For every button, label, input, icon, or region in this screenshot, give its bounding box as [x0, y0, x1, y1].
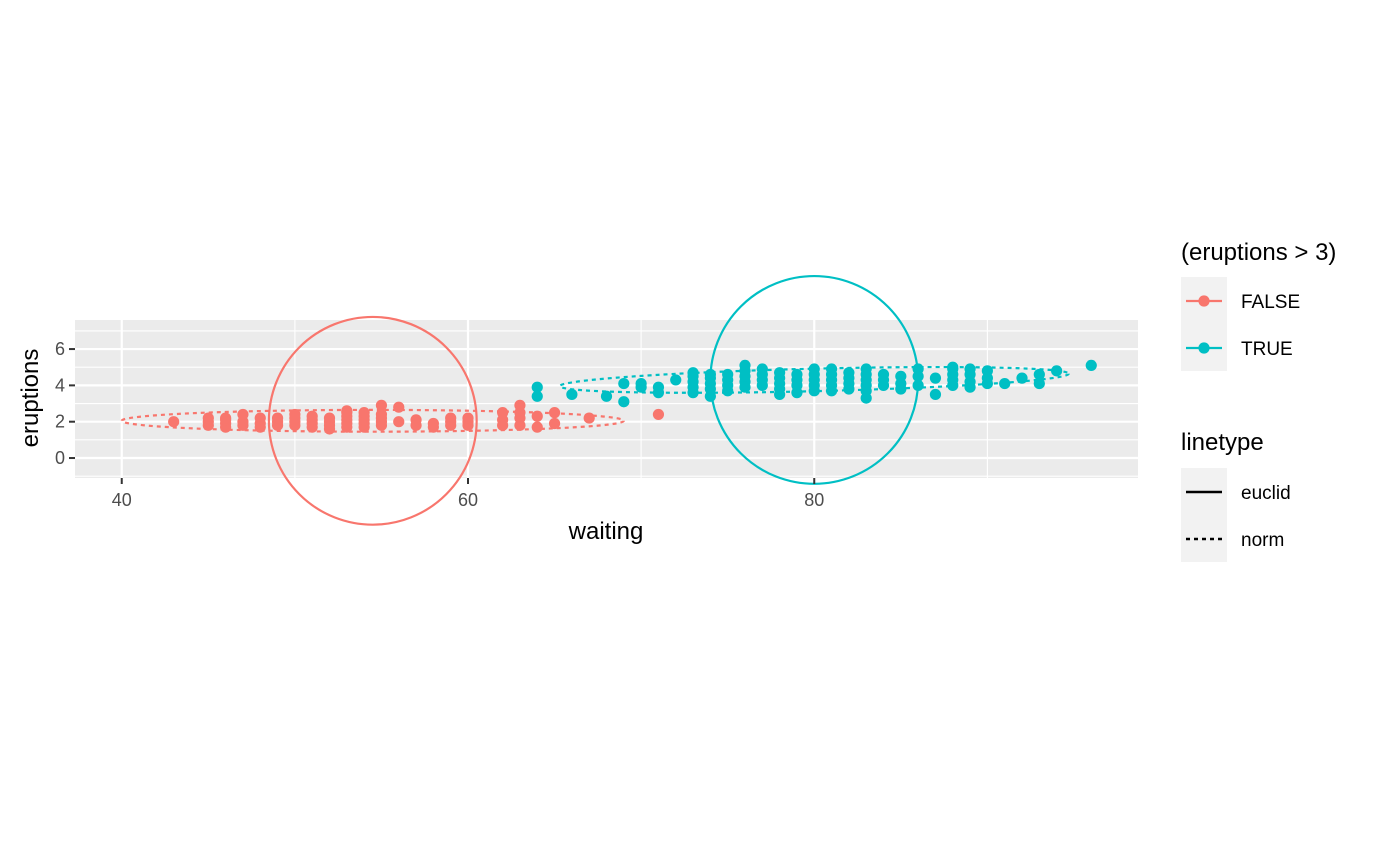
- data-point-true: [999, 377, 1011, 390]
- data-point-true: [1051, 365, 1063, 377]
- data-point-false: [289, 408, 301, 421]
- data-point-false: [583, 412, 595, 424]
- data-point-false: [375, 399, 388, 411]
- linetype-legend: linetype euclid norm: [1181, 429, 1291, 562]
- data-point-true: [531, 390, 543, 402]
- data-point-false: [271, 412, 284, 424]
- colour-legend: (eruptions > 3) FALSE TRUE: [1181, 239, 1336, 371]
- data-point-false: [323, 412, 336, 424]
- data-point-false: [358, 407, 370, 419]
- x-tick-label: 80: [804, 490, 824, 510]
- x-tick-label: 60: [458, 490, 478, 510]
- data-point-true: [964, 363, 976, 375]
- data-point-true: [929, 372, 942, 384]
- data-point-true: [1033, 377, 1045, 390]
- legend-key-point-true: [1198, 342, 1210, 354]
- data-point-true: [756, 363, 768, 375]
- data-point-false: [341, 405, 353, 417]
- euclid-circle-false: [267, 315, 478, 526]
- data-point-true: [808, 363, 820, 375]
- data-point-false: [652, 408, 665, 421]
- data-point-false: [375, 408, 388, 421]
- data-point-false: [168, 416, 180, 428]
- data-point-false: [410, 414, 422, 426]
- point-layer: [168, 359, 1097, 435]
- data-point-false: [220, 412, 232, 424]
- data-point-true: [652, 381, 665, 393]
- data-point-true: [912, 363, 924, 375]
- data-point-false: [548, 407, 561, 419]
- data-point-true: [825, 363, 838, 375]
- y-tick-label: 4: [55, 375, 65, 395]
- data-point-true: [618, 377, 630, 390]
- legend-label-euclid: euclid: [1241, 483, 1291, 504]
- data-point-true: [635, 377, 647, 390]
- legend-label-true: TRUE: [1241, 339, 1293, 360]
- data-point-false: [445, 412, 457, 424]
- data-point-true: [895, 370, 907, 382]
- data-point-true: [600, 390, 613, 402]
- data-point-true: [947, 361, 959, 373]
- y-tick-label: 0: [55, 448, 65, 468]
- data-point-true: [739, 359, 751, 372]
- y-axis-title: eruptions: [17, 349, 44, 448]
- norm-ellipse-false: [120, 408, 625, 433]
- y-tick-label: 6: [55, 339, 65, 359]
- data-point-true: [860, 363, 872, 375]
- data-point-false: [254, 412, 266, 424]
- data-point-false: [462, 412, 474, 424]
- x-tick-label: 40: [112, 490, 132, 510]
- x-axis-title: waiting: [568, 518, 644, 545]
- data-point-true: [791, 368, 803, 381]
- data-point-false: [306, 410, 318, 422]
- data-point-false: [202, 412, 214, 424]
- data-point-true: [929, 388, 942, 401]
- colour-legend-key-background: [1181, 277, 1227, 371]
- data-point-true: [1033, 368, 1045, 381]
- data-point-true: [912, 379, 924, 391]
- data-point-true: [704, 368, 716, 381]
- y-tick-label: 2: [55, 412, 65, 432]
- data-point-false: [531, 410, 543, 422]
- data-point-true: [843, 367, 855, 379]
- legend-label-norm: norm: [1241, 530, 1284, 551]
- data-point-false: [531, 421, 543, 433]
- linetype-legend-title: linetype: [1181, 429, 1264, 456]
- data-point-false: [514, 399, 526, 411]
- data-point-false: [427, 417, 439, 430]
- data-point-true: [531, 381, 543, 393]
- data-point-true: [981, 365, 993, 377]
- legend-label-false: FALSE: [1241, 292, 1300, 313]
- data-point-true: [877, 368, 890, 381]
- data-point-true: [1085, 359, 1097, 372]
- axes: 40 60 80 0 2 4 6: [55, 339, 824, 510]
- data-point-true: [618, 396, 630, 408]
- data-point-true: [687, 367, 699, 379]
- data-point-true: [774, 367, 786, 379]
- data-point-false: [393, 401, 405, 413]
- legend-key-point-false: [1198, 295, 1210, 307]
- data-point-true: [670, 374, 682, 386]
- data-point-false: [548, 417, 561, 430]
- colour-legend-title: (eruptions > 3): [1181, 239, 1336, 266]
- data-point-true: [1016, 372, 1028, 384]
- data-point-false: [497, 407, 509, 419]
- data-point-true: [722, 368, 734, 381]
- data-point-true: [566, 388, 578, 401]
- data-point-false: [237, 408, 249, 421]
- data-point-false: [393, 416, 405, 428]
- norm-ellipse-true: [558, 365, 1070, 394]
- linetype-legend-key-background: [1181, 468, 1227, 562]
